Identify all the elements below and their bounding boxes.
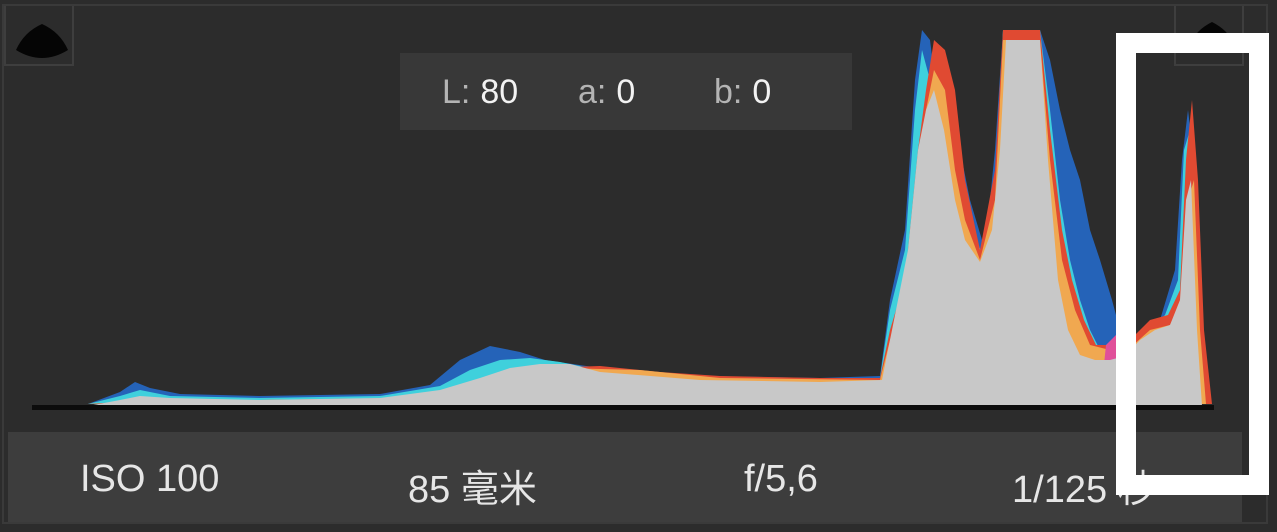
histogram-luminance bbox=[88, 40, 1202, 406]
lab-color-readout: L: 80 a: 0 b: 0 bbox=[400, 53, 852, 130]
l-readout: L: 80 bbox=[442, 73, 518, 112]
focal-length-value: 85 毫米 bbox=[408, 469, 537, 511]
a-readout: a: 0 bbox=[578, 73, 635, 112]
b-value: 0 bbox=[752, 73, 772, 111]
shadow-clipping-warning-icon bbox=[16, 24, 68, 58]
l-value: 80 bbox=[480, 73, 519, 111]
l-label: L: bbox=[442, 73, 471, 111]
shadow-clipping-warning-button[interactable] bbox=[4, 4, 74, 66]
b-label: b: bbox=[714, 73, 743, 111]
b-readout: b: 0 bbox=[714, 73, 771, 112]
highlight-annotation-box bbox=[1116, 33, 1269, 495]
a-value: 0 bbox=[616, 73, 636, 111]
aperture-value: f/5,6 bbox=[744, 458, 818, 500]
iso-value: ISO 100 bbox=[80, 458, 220, 500]
a-label: a: bbox=[578, 73, 607, 111]
histogram-baseline bbox=[32, 405, 1214, 410]
camera-info-bar: ISO 100 85 毫米 f/5,6 1/125 秒 bbox=[8, 432, 1242, 522]
